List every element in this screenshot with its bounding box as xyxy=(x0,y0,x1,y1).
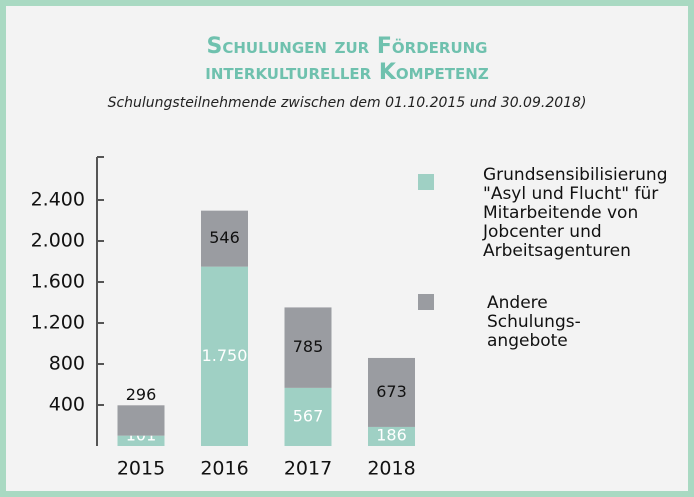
x-tick-label: 2018 xyxy=(367,458,415,480)
value-label: 1.750 xyxy=(202,346,248,365)
bar-segment xyxy=(284,307,332,388)
legend-swatch xyxy=(418,174,434,190)
y-tick-label: 400 xyxy=(49,394,85,416)
chart-title: interkultureller Kompetenz xyxy=(205,60,489,85)
value-label: 296 xyxy=(126,385,157,404)
y-tick-label: 1.200 xyxy=(31,312,85,334)
bar-segment xyxy=(284,387,332,446)
y-tick-label: 1.600 xyxy=(31,271,85,293)
value-label: 186 xyxy=(376,426,407,445)
y-tick-label: 2.400 xyxy=(31,189,85,211)
x-tick-label: 2016 xyxy=(200,458,248,480)
bar-segment xyxy=(201,266,248,446)
legend-label: Grundsensibilisierung "Asyl und Flucht" … xyxy=(483,165,668,261)
bar-segment xyxy=(368,426,415,446)
value-label: 546 xyxy=(209,228,240,247)
value-label: 785 xyxy=(293,337,324,356)
chart-title: Schulungen zur Förderung xyxy=(206,34,487,59)
x-tick-label: 2017 xyxy=(284,458,332,480)
chart-subtitle: Schulungsteilnehmende zwischen dem 01.10… xyxy=(108,95,587,111)
y-tick-label: 800 xyxy=(49,353,85,375)
value-label: 673 xyxy=(376,382,407,401)
bar-segment xyxy=(117,405,165,436)
bar-segment xyxy=(201,210,248,267)
value-label: 567 xyxy=(293,406,324,425)
bar-segment xyxy=(368,357,415,427)
x-tick-label: 2015 xyxy=(117,458,165,480)
bar-segment xyxy=(117,435,165,446)
legend-label: Andere Schulungs-angebote xyxy=(487,293,581,351)
legend-swatch xyxy=(418,294,434,310)
y-tick-label: 2.000 xyxy=(31,230,85,252)
